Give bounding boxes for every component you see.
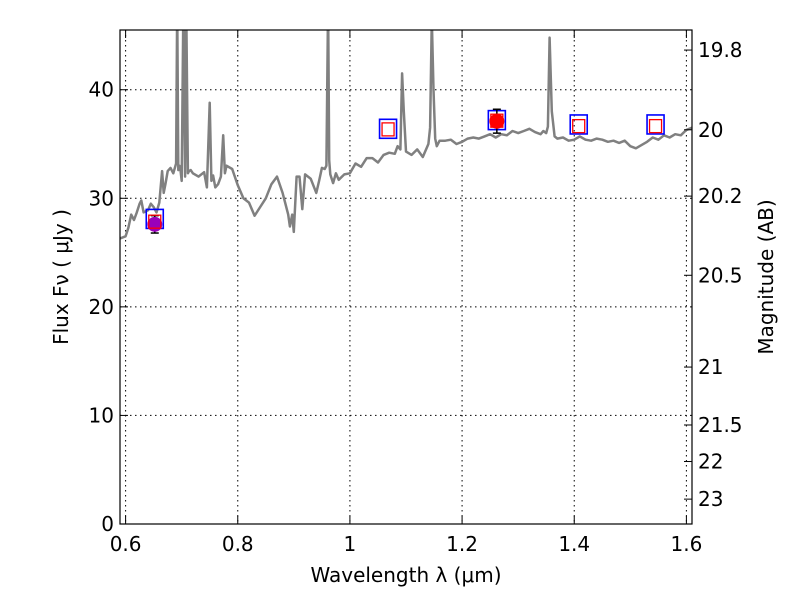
grid	[120, 30, 692, 524]
x-tick-label: 1.6	[670, 532, 702, 556]
magnitude-axis-ticks: 19.8 20 20.2 20.5 21 21.5 22 23	[684, 38, 743, 511]
x-tick-label: 1.4	[558, 532, 590, 556]
model-photometry-blue-square	[378, 118, 398, 140]
y-tick-label: 20	[89, 295, 114, 319]
model-photometry-blue-square	[646, 114, 665, 135]
x-axis-label: Wavelength λ (μm)	[310, 563, 501, 587]
mag-tick-label: 21.5	[698, 413, 743, 437]
y-axis-label: Flux Fν ( μJy )	[49, 209, 73, 345]
magnitude-axis-label: Magnitude (AB)	[754, 199, 778, 354]
photometry-markers	[145, 108, 665, 234]
x-tick-label: 0.8	[222, 532, 254, 556]
mag-tick-label: 22	[698, 450, 723, 474]
mag-tick-label: 20	[698, 118, 723, 142]
model-photometry-red-square	[148, 214, 162, 229]
x-tick-label: 1.2	[446, 532, 478, 556]
observed-photometry-point	[147, 216, 163, 232]
plot-background	[120, 30, 692, 524]
model-photometry-red-square	[381, 122, 395, 137]
observed-photometry-point	[489, 113, 505, 129]
y-tick-label: 40	[89, 78, 114, 102]
model-photometry-red-square	[490, 113, 504, 128]
x-tick-label: 0.6	[110, 532, 142, 556]
mag-tick-label: 20.5	[698, 263, 743, 287]
y-tick-label: 10	[89, 403, 114, 427]
x-axis-ticks: 0.6 0.8 1 1.2 1.4 1.6	[110, 30, 702, 556]
spectrum-line	[120, 30, 692, 240]
y-axis-ticks: 0 10 20 30 40	[89, 78, 128, 536]
y-tick-label: 0	[101, 512, 114, 536]
mag-tick-label: 23	[698, 487, 723, 511]
mag-tick-label: 20.2	[698, 184, 743, 208]
model-photometry-blue-square	[569, 114, 589, 135]
plot-frame	[119, 29, 693, 525]
model-photometry-red-square	[572, 118, 586, 134]
x-tick-label: 1	[344, 532, 357, 556]
mag-tick-label: 19.8	[698, 38, 743, 62]
mag-tick-label: 21	[698, 355, 723, 379]
y-tick-label: 30	[89, 186, 114, 210]
model-photometry-red-square	[648, 118, 663, 134]
